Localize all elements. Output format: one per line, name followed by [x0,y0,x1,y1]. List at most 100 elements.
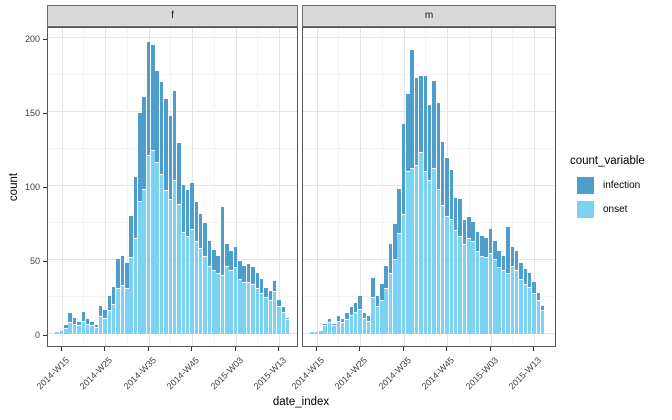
bar-segment-onset [327,323,332,334]
gridline-vertical [213,28,215,346]
x-tick-mark [60,347,62,351]
gridline-horizontal [48,73,297,75]
bar-segment-onset [277,306,281,334]
bar-segment-infection [514,251,519,272]
bar-m-2014-W29 [375,295,380,334]
bar-segment-infection [540,305,545,312]
bar-segment-infection [401,123,406,216]
bar-f-2014-W25 [103,310,107,334]
bar-segment-infection [358,295,362,310]
bar-segment-onset [540,311,545,334]
bar-m-2014-W42 [432,80,436,334]
y-tick-label: 50 [29,255,40,266]
bar-f-2014-W21 [85,319,90,334]
bar-m-2014-W25 [358,295,362,334]
bar-segment-infection [259,279,264,294]
bar-segment-onset [436,189,441,334]
bar-segment-onset [125,289,129,334]
gridline-horizontal [48,147,297,149]
facet-strip-f: f [47,5,298,27]
bar-segment-onset [198,249,203,334]
bar-segment-infection [445,157,449,217]
gridline-horizontal [48,332,297,334]
bar-segment-infection [427,104,432,182]
bar-segment-infection [81,311,86,322]
legend-title: count_variable [570,155,645,167]
y-tick-mark [43,38,47,40]
bar-segment-infection [172,91,177,182]
bar-f-2014-W31 [129,215,133,334]
bar-segment-infection [164,98,168,192]
bar-segment-onset [133,238,138,334]
bar-segment-infection [268,291,273,301]
gridline-vertical [468,28,470,346]
bar-segment-infection [194,202,199,242]
bar-segment-onset [536,300,541,334]
bar-segment-infection [159,82,164,176]
bar-segment-onset [323,326,327,334]
bar-f-2014-W41 [172,91,177,334]
bar-segment-infection [111,286,116,306]
bar-segment-infection [207,240,212,267]
bar-segment-onset [151,151,155,334]
bar-segment-onset [172,181,177,334]
bar-segment-onset [111,305,116,334]
bar-m-2015-W11 [523,268,528,334]
bar-segment-onset [246,283,251,334]
onset-swatch-icon [577,201,594,218]
bar-m-2014-W37 [410,49,414,334]
bar-segment-infection [168,116,173,201]
gridline-vertical [126,28,128,346]
bar-segment-infection [440,141,445,207]
legend-label-infection: infection [603,180,641,191]
bar-segment-infection [366,316,371,322]
bar-m-2014-W52 [475,231,480,334]
bar-segment-onset [432,169,436,334]
bar-f-2015-W12 [272,280,277,334]
bar-segment-infection [212,249,216,272]
bar-segment-onset [397,234,401,334]
bar-f-2014-W19 [77,322,81,334]
bar-segment-onset [314,332,319,334]
bar-f-2014-W28 [116,258,120,334]
bar-segment-onset [68,323,72,334]
bar-segment-infection [138,113,142,202]
bar-segment-infection [353,302,358,313]
bar-segment-onset [120,286,125,334]
bar-m-2014-W36 [406,94,410,334]
gridline-horizontal [48,110,297,112]
bar-f-2015-W09 [259,279,264,334]
bar-segment-onset [203,256,207,334]
bar-f-2015-W01 [225,243,229,334]
bar-segment-infection [323,323,327,327]
x-tick-mark [402,347,404,351]
x-tick-mark [234,347,236,351]
bar-segment-infection [255,273,260,290]
bar-m-2014-W35 [401,123,406,334]
bar-segment-onset [449,219,454,334]
bar-segment-onset [281,312,286,334]
bar-m-2014-W27 [366,316,371,334]
bar-m-2015-W09 [514,251,519,334]
bar-segment-onset [519,280,523,334]
bar-f-2014-W34 [142,97,146,334]
bar-segment-onset [532,293,536,334]
gridline-vertical [490,28,492,346]
bar-segment-onset [414,166,419,334]
bar-segment-onset [268,300,273,334]
bar-segment-onset [488,253,493,334]
bar-segment-onset [264,297,268,334]
bar-segment-onset [181,232,186,334]
bar-segment-infection [277,299,281,307]
bar-m-2014-W30 [380,283,384,334]
bar-segment-infection [116,258,120,290]
bar-m-2015-W03 [488,228,493,334]
bar-segment-infection [349,307,354,316]
bar-m-2015-W14 [536,292,541,334]
gridline-horizontal [48,221,297,223]
bar-segment-infection [220,206,225,276]
y-tick-mark [43,186,47,188]
bar-segment-infection [285,317,290,321]
bar-segment-onset [380,300,384,334]
bar-segment-onset [159,175,164,334]
